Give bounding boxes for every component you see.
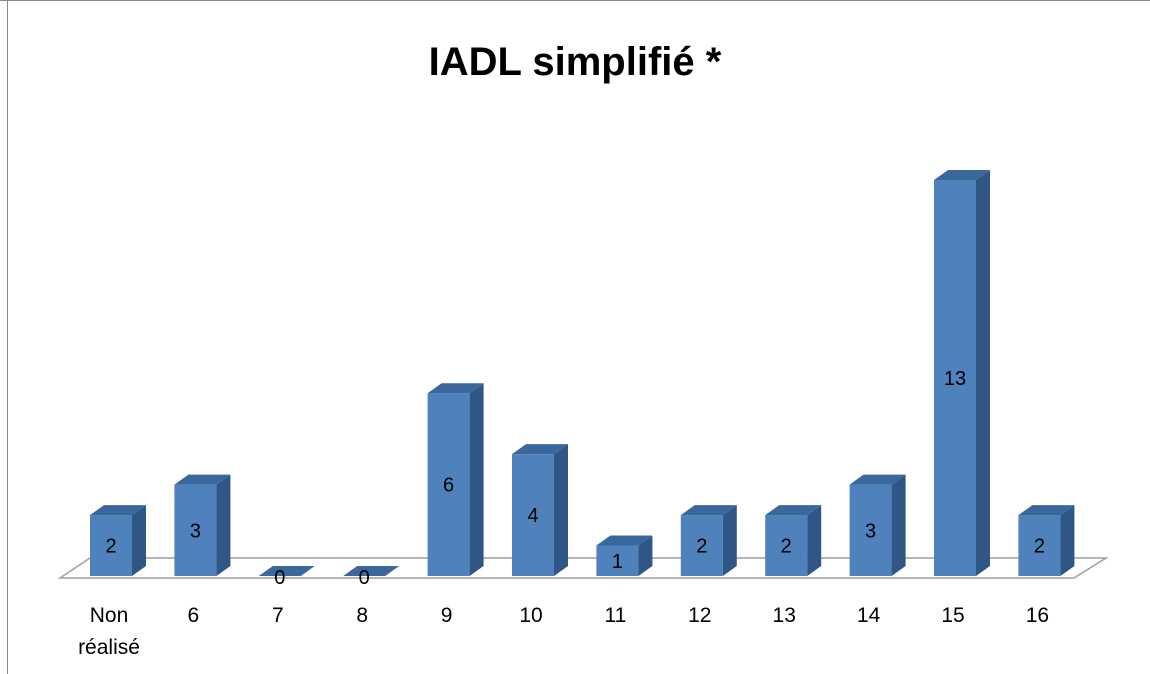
data-label: 2 xyxy=(105,536,116,558)
data-label: 2 xyxy=(781,536,792,558)
bar-side xyxy=(891,474,906,576)
data-label: 2 xyxy=(696,536,707,558)
bar-top xyxy=(512,444,568,455)
x-tick-label: Non xyxy=(90,604,129,627)
x-tick-label: 12 xyxy=(688,604,711,627)
bar-top xyxy=(849,474,906,485)
bar-side xyxy=(1060,505,1075,576)
bar-top xyxy=(934,170,990,180)
data-label: 3 xyxy=(190,520,201,542)
x-tick-label: 11 xyxy=(604,604,626,627)
bar-side xyxy=(554,444,568,576)
bar-top xyxy=(680,505,737,516)
x-tick-label: 7 xyxy=(272,604,284,627)
data-label: 13 xyxy=(944,368,966,390)
bar-top xyxy=(1018,505,1075,516)
bar-side xyxy=(638,535,653,576)
x-tick-label: 15 xyxy=(941,604,964,627)
bar xyxy=(765,515,808,576)
bar-top xyxy=(174,474,231,485)
data-label: 2 xyxy=(1034,536,1045,558)
bar-side xyxy=(216,474,231,576)
bar-side xyxy=(807,505,822,576)
bar xyxy=(1018,515,1061,576)
chart-floor xyxy=(57,557,1109,579)
x-tick-label: 13 xyxy=(773,604,796,627)
bar-side xyxy=(132,505,146,576)
bar-side xyxy=(976,170,990,576)
bar xyxy=(427,393,470,576)
bar-side xyxy=(722,505,737,576)
data-label: 6 xyxy=(443,475,454,497)
data-label: 3 xyxy=(865,520,876,542)
x-tick-label: 16 xyxy=(1026,604,1049,627)
data-label: 0 xyxy=(274,567,285,589)
bar xyxy=(680,515,723,576)
chart-title: IADL simplifié * xyxy=(428,40,722,84)
bar xyxy=(174,484,217,576)
x-tick-label: réalisé xyxy=(78,636,140,659)
bar xyxy=(90,515,132,576)
bar-top xyxy=(90,505,146,516)
bar-top xyxy=(596,535,653,546)
data-label: 1 xyxy=(612,551,623,573)
bar-zero xyxy=(343,566,400,576)
data-label: 4 xyxy=(527,505,538,527)
x-tick-label: 14 xyxy=(857,604,881,627)
bar-top xyxy=(765,505,822,516)
bar xyxy=(512,454,554,576)
bar xyxy=(596,545,639,576)
x-tick-label: 6 xyxy=(188,604,200,627)
x-tick-label: 9 xyxy=(441,604,453,627)
bar-side xyxy=(469,383,484,576)
bar-top xyxy=(427,383,484,394)
data-label: 0 xyxy=(359,567,370,589)
bar xyxy=(934,180,976,576)
bar-zero xyxy=(258,566,315,576)
bar xyxy=(849,484,892,576)
x-tick-label: 10 xyxy=(519,604,542,627)
x-tick-label: 8 xyxy=(356,604,368,627)
